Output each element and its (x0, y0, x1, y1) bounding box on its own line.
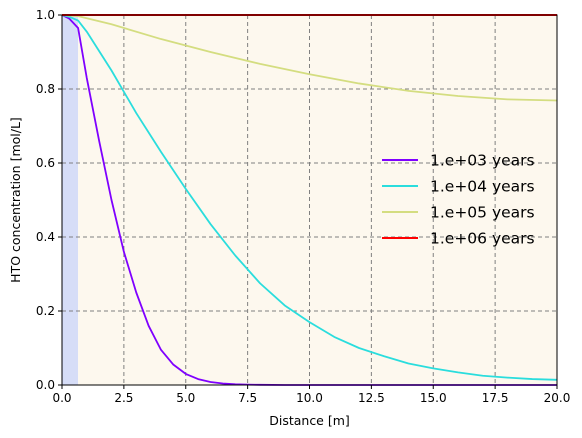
legend-label-1: 1.e+03 years (430, 152, 535, 170)
y-tick-label: 0.0 (36, 378, 55, 392)
right-zone (78, 15, 558, 385)
y-tick-label: 0.2 (36, 304, 55, 318)
x-tick-label: 12.5 (358, 391, 385, 405)
x-axis-label: Distance [m] (269, 413, 350, 428)
x-tick-label: 15.0 (420, 391, 447, 405)
x-tick-label: 0.0 (52, 391, 71, 405)
legend: 1.e+03 years 1.e+04 years 1.e+05 years 1.e+… (382, 152, 535, 248)
x-tick-label: 7.5 (238, 391, 257, 405)
y-tick-label: 0.6 (36, 156, 55, 170)
y-tick-label: 0.4 (36, 230, 55, 244)
legend-label-4: 1.e+06 years (430, 230, 535, 248)
series-line-3 (61, 14, 558, 102)
y-tick-label: 0.8 (36, 82, 55, 96)
y-tick-label: 1.0 (36, 8, 55, 22)
x-tick-label: 20.0 (544, 391, 571, 405)
left-zone (62, 15, 79, 385)
x-tick-label: 2.5 (114, 391, 133, 405)
legend-label-3: 1.e+05 years (430, 204, 535, 222)
x-tick-label: 17.5 (482, 391, 509, 405)
x-axis-ticks: 0.0 2.5 5.0 7.5 10.0 12.5 15.0 17.5 20.0 (52, 385, 570, 405)
y-axis-label: HTO concentration [mol/L] (8, 117, 23, 283)
background-zones (62, 15, 558, 385)
x-tick-label: 10.0 (296, 391, 323, 405)
legend-label-2: 1.e+04 years (430, 178, 535, 196)
y-axis-ticks: 0.0 0.2 0.4 0.6 0.8 1.0 (36, 8, 62, 392)
x-tick-label: 5.0 (176, 391, 195, 405)
series-line-2 (61, 14, 558, 381)
